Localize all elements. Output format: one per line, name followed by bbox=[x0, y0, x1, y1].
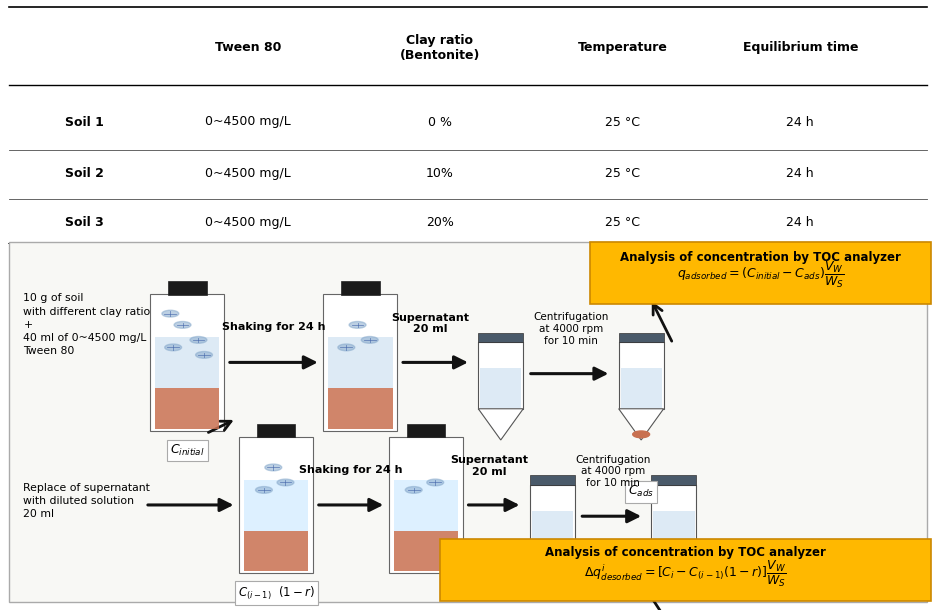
FancyBboxPatch shape bbox=[590, 242, 931, 304]
Circle shape bbox=[277, 479, 294, 486]
Circle shape bbox=[174, 321, 191, 328]
Polygon shape bbox=[530, 551, 575, 583]
FancyBboxPatch shape bbox=[9, 242, 927, 603]
Circle shape bbox=[256, 487, 272, 493]
Circle shape bbox=[196, 351, 212, 358]
Polygon shape bbox=[619, 409, 664, 440]
Bar bbox=[621, 368, 662, 408]
Text: 24 h: 24 h bbox=[786, 115, 814, 129]
Text: Centrifugation
at 4000 rpm
for 10 min: Centrifugation at 4000 rpm for 10 min bbox=[534, 312, 608, 345]
Bar bbox=[341, 281, 380, 295]
Bar bbox=[530, 475, 575, 485]
Bar bbox=[168, 281, 207, 295]
Text: 0 %: 0 % bbox=[428, 115, 452, 129]
Circle shape bbox=[338, 344, 355, 351]
Text: $q_{adsorbed} = (C_{initial} - C_{ads})\dfrac{V_W}{W_S}$: $q_{adsorbed} = (C_{initial} - C_{ads})\… bbox=[677, 260, 844, 290]
Text: Temperature: Temperature bbox=[578, 41, 667, 54]
Bar bbox=[256, 424, 296, 437]
Text: 25 °C: 25 °C bbox=[605, 215, 640, 229]
Bar bbox=[243, 531, 309, 572]
Text: 0~4500 mg/L: 0~4500 mg/L bbox=[205, 215, 291, 229]
Bar bbox=[406, 424, 446, 437]
FancyBboxPatch shape bbox=[389, 437, 463, 573]
Circle shape bbox=[265, 464, 282, 471]
Bar bbox=[394, 531, 459, 572]
FancyBboxPatch shape bbox=[440, 539, 931, 601]
Circle shape bbox=[405, 487, 422, 493]
Text: Supernatant
20 ml: Supernatant 20 ml bbox=[391, 313, 470, 334]
FancyBboxPatch shape bbox=[151, 294, 225, 431]
Bar bbox=[329, 337, 393, 389]
Bar bbox=[243, 479, 309, 531]
Text: 25 °C: 25 °C bbox=[605, 115, 640, 129]
Bar bbox=[478, 342, 523, 409]
Bar bbox=[530, 485, 575, 551]
Text: Clay ratio
(Bentonite): Clay ratio (Bentonite) bbox=[400, 34, 480, 62]
Circle shape bbox=[162, 310, 179, 317]
Bar bbox=[532, 511, 573, 551]
Bar bbox=[155, 389, 219, 429]
Text: Soil 2: Soil 2 bbox=[65, 167, 104, 180]
Text: Soil 1: Soil 1 bbox=[65, 115, 104, 129]
Text: Shaking for 24 h: Shaking for 24 h bbox=[300, 465, 402, 475]
Bar bbox=[619, 332, 664, 342]
Text: $C_{initial}$: $C_{initial}$ bbox=[169, 443, 205, 458]
Text: Shaking for 24 h: Shaking for 24 h bbox=[222, 323, 326, 332]
Bar bbox=[651, 475, 696, 485]
Text: 24 h: 24 h bbox=[786, 167, 814, 180]
Polygon shape bbox=[478, 409, 523, 440]
Text: Equilibrium time: Equilibrium time bbox=[742, 41, 858, 54]
Circle shape bbox=[361, 337, 378, 343]
Bar bbox=[478, 332, 523, 342]
FancyBboxPatch shape bbox=[324, 294, 398, 431]
Text: Tween 80: Tween 80 bbox=[215, 41, 281, 54]
Text: Soil 3: Soil 3 bbox=[65, 215, 104, 229]
Text: Supernatant
20 ml: Supernatant 20 ml bbox=[450, 455, 528, 477]
Text: $C_{ads}$: $C_{ads}$ bbox=[628, 484, 654, 500]
Bar bbox=[619, 342, 664, 409]
FancyBboxPatch shape bbox=[240, 437, 314, 573]
Bar bbox=[651, 485, 696, 551]
Text: Centrifugation
at 4000 rpm
for 10 min: Centrifugation at 4000 rpm for 10 min bbox=[576, 455, 651, 488]
Text: 20%: 20% bbox=[426, 215, 454, 229]
Text: 10 g of soil
with different clay ratio
+
40 ml of 0~4500 mg/L
Tween 80: 10 g of soil with different clay ratio +… bbox=[23, 293, 151, 356]
Bar bbox=[653, 511, 695, 551]
Text: 10%: 10% bbox=[426, 167, 454, 180]
Text: 24 h: 24 h bbox=[786, 215, 814, 229]
Circle shape bbox=[349, 321, 366, 328]
Bar bbox=[155, 337, 219, 389]
Circle shape bbox=[633, 431, 650, 438]
Text: Replace of supernatant
with diluted solution
20 ml: Replace of supernatant with diluted solu… bbox=[23, 483, 151, 519]
Circle shape bbox=[190, 337, 207, 343]
Text: Analysis of concentration by TOC analyzer: Analysis of concentration by TOC analyze… bbox=[620, 251, 901, 264]
Text: 0~4500 mg/L: 0~4500 mg/L bbox=[205, 115, 291, 129]
Circle shape bbox=[427, 479, 444, 486]
Text: 0~4500 mg/L: 0~4500 mg/L bbox=[205, 167, 291, 180]
Bar bbox=[480, 368, 521, 408]
Circle shape bbox=[165, 344, 182, 351]
Bar bbox=[329, 389, 393, 429]
Text: 25 °C: 25 °C bbox=[605, 167, 640, 180]
Text: $\Delta q^{i}_{desorbed} = [C_i - C_{(i-1)}(1-r)]\dfrac{V_W}{W_S}$: $\Delta q^{i}_{desorbed} = [C_i - C_{(i-… bbox=[584, 559, 787, 589]
Polygon shape bbox=[651, 551, 696, 583]
Text: Analysis of concentration by TOC analyzer: Analysis of concentration by TOC analyze… bbox=[545, 546, 826, 559]
Text: $C_{(i-1)}$  $(1 - r)$: $C_{(i-1)}$ $(1 - r)$ bbox=[238, 584, 314, 602]
Bar bbox=[394, 479, 459, 531]
